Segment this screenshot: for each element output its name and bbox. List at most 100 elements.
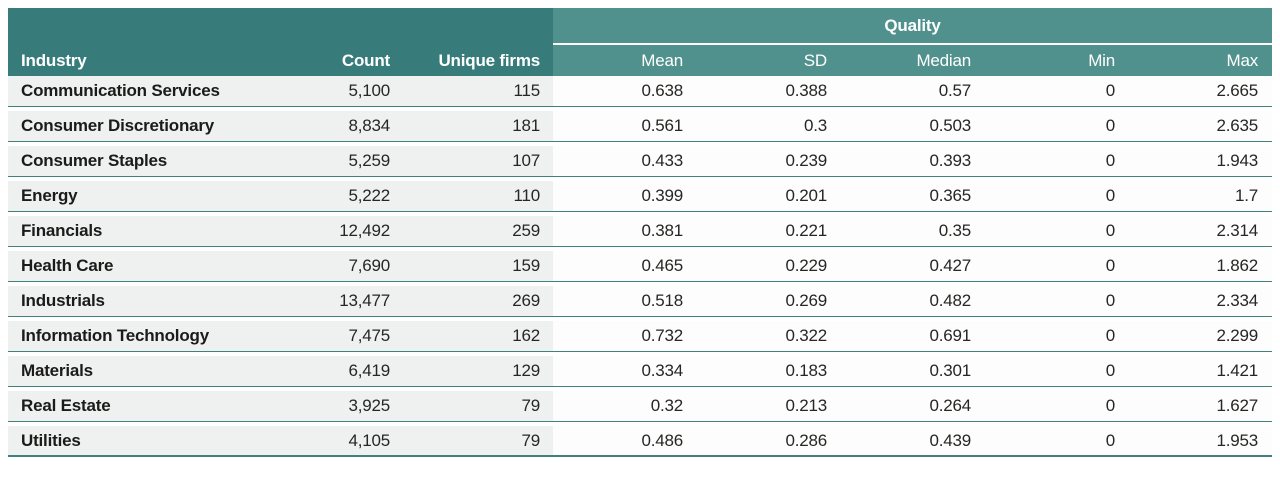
table-body: Communication Services 5,100 115 0.638 0.388… [8,76,1273,457]
cell-max: 1.627 [1129,391,1273,422]
cell-median: 0.427 [841,251,985,282]
row-gap [8,212,1273,216]
cell-unique-firms: 259 [403,216,553,247]
cell-mean: 0.561 [553,111,697,142]
cell-min: 0 [985,146,1129,177]
row-gap [8,317,1273,321]
column-group-header-quality: Quality [553,8,1273,45]
cell-mean: 0.732 [553,321,697,352]
row-gap [8,177,1273,181]
cell-unique-firms: 162 [403,321,553,352]
row-gap-cell [8,352,1273,356]
cell-count: 7,475 [308,321,403,352]
table-row: Energy 5,222 110 0.399 0.201 0.365 0 1.7 [8,181,1273,212]
cell-count: 5,100 [308,76,403,107]
row-gap-cell [8,247,1273,251]
cell-max: 1.953 [1129,426,1273,457]
cell-count: 8,834 [308,111,403,142]
table-header: Quality Industry Count Unique firms Mean… [8,8,1273,76]
cell-count: 4,105 [308,426,403,457]
cell-sd: 0.3 [697,111,841,142]
row-gap-cell [8,177,1273,181]
cell-industry: Industrials [8,286,308,317]
cell-max: 1.862 [1129,251,1273,282]
cell-median: 0.365 [841,181,985,212]
cell-industry: Utilities [8,426,308,457]
cell-max: 1.7 [1129,181,1273,212]
group-header-row: Quality [8,8,1273,45]
cell-count: 5,222 [308,181,403,212]
row-gap-cell [8,422,1273,426]
row-gap [8,352,1273,356]
row-gap [8,247,1273,251]
cell-min: 0 [985,251,1129,282]
cell-min: 0 [985,76,1129,107]
cell-max: 1.421 [1129,356,1273,387]
row-gap-cell [8,317,1273,321]
column-header-min: Min [985,45,1129,76]
cell-mean: 0.433 [553,146,697,177]
cell-count: 3,925 [308,391,403,422]
cell-max: 2.334 [1129,286,1273,317]
cell-min: 0 [985,391,1129,422]
cell-mean: 0.32 [553,391,697,422]
column-header-count: Count [308,45,403,76]
table-row: Real Estate 3,925 79 0.32 0.213 0.264 0 1.627 [8,391,1273,422]
cell-median: 0.439 [841,426,985,457]
cell-min: 0 [985,216,1129,247]
row-gap-cell [8,142,1273,146]
cell-median: 0.393 [841,146,985,177]
cell-sd: 0.239 [697,146,841,177]
cell-mean: 0.381 [553,216,697,247]
column-header-mean: Mean [553,45,697,76]
cell-industry: Communication Services [8,76,308,107]
cell-sd: 0.322 [697,321,841,352]
row-gap [8,387,1273,391]
cell-mean: 0.334 [553,356,697,387]
table-row: Financials 12,492 259 0.381 0.221 0.35 0 2.314 [8,216,1273,247]
cell-industry: Energy [8,181,308,212]
cell-unique-firms: 79 [403,391,553,422]
cell-industry: Materials [8,356,308,387]
cell-median: 0.691 [841,321,985,352]
cell-median: 0.482 [841,286,985,317]
row-gap-cell [8,282,1273,286]
cell-unique-firms: 107 [403,146,553,177]
cell-unique-firms: 129 [403,356,553,387]
cell-sd: 0.269 [697,286,841,317]
cell-sd: 0.286 [697,426,841,457]
row-gap [8,422,1273,426]
cell-median: 0.57 [841,76,985,107]
cell-min: 0 [985,356,1129,387]
cell-sd: 0.213 [697,391,841,422]
cell-sd: 0.183 [697,356,841,387]
cell-sd: 0.388 [697,76,841,107]
cell-mean: 0.486 [553,426,697,457]
cell-min: 0 [985,426,1129,457]
table-row: Utilities 4,105 79 0.486 0.286 0.439 0 1.953 [8,426,1273,457]
column-header-industry: Industry [8,45,308,76]
cell-median: 0.35 [841,216,985,247]
cell-industry: Real Estate [8,391,308,422]
cell-max: 2.314 [1129,216,1273,247]
row-gap-cell [8,107,1273,111]
cell-count: 13,477 [308,286,403,317]
cell-min: 0 [985,286,1129,317]
table-row: Communication Services 5,100 115 0.638 0.388… [8,76,1273,107]
row-gap-cell [8,387,1273,391]
cell-industry: Information Technology [8,321,308,352]
cell-industry: Health Care [8,251,308,282]
cell-sd: 0.201 [697,181,841,212]
cell-max: 2.665 [1129,76,1273,107]
table-row: Industrials 13,477 269 0.518 0.269 0.482 0 2.33… [8,286,1273,317]
column-header-median: Median [841,45,985,76]
cell-min: 0 [985,321,1129,352]
cell-max: 2.299 [1129,321,1273,352]
cell-median: 0.503 [841,111,985,142]
table-row: Information Technology 7,475 162 0.732 0.322… [8,321,1273,352]
cell-sd: 0.221 [697,216,841,247]
table-row: Consumer Discretionary 8,834 181 0.561 0.3 0.… [8,111,1273,142]
row-gap [8,107,1273,111]
cell-industry: Consumer Discretionary [8,111,308,142]
cell-mean: 0.399 [553,181,697,212]
